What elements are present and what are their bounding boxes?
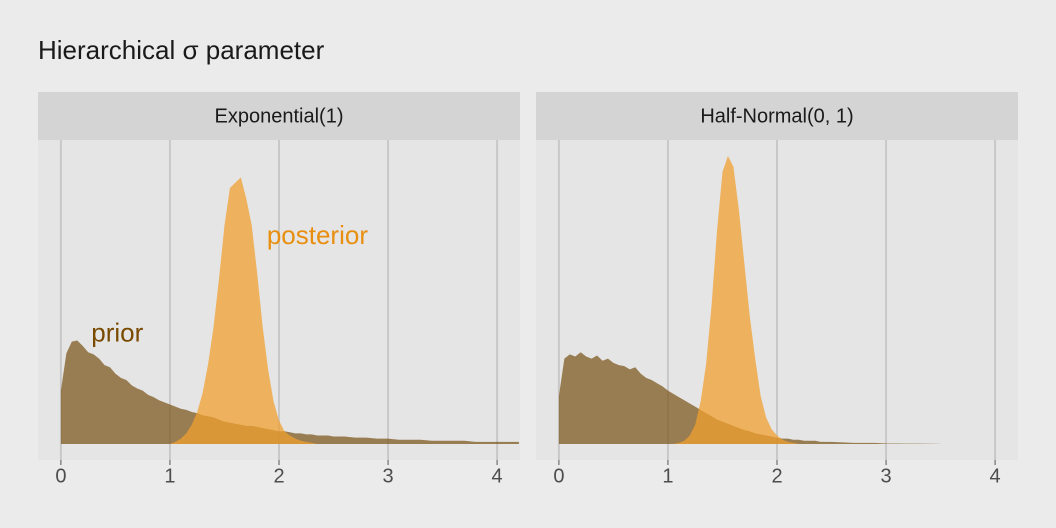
x-tick-label: 0: [55, 465, 66, 487]
chart-title: Hierarchical σ parameter: [38, 35, 325, 65]
x-tick-label: 4: [492, 465, 503, 487]
strip: [536, 92, 1018, 140]
x-tick-label: 3: [382, 465, 393, 487]
series-label: prior: [91, 317, 143, 347]
plot: [60, 177, 519, 445]
x-tick-label: 1: [164, 465, 175, 487]
x-tick-label: 0: [553, 465, 564, 487]
series-label: posterior: [267, 220, 368, 250]
density-area: [558, 352, 941, 444]
panel-title: Half-Normal(0, 1): [700, 105, 853, 127]
strip: [38, 92, 520, 140]
x-tick-label: 1: [662, 465, 673, 487]
density-area: [60, 340, 519, 444]
x-tick-label: 2: [273, 465, 284, 487]
x-tick-label: 3: [880, 465, 891, 487]
plot: [558, 156, 1017, 444]
x-tick-label: 2: [771, 465, 782, 487]
x-tick-label: 4: [990, 465, 1001, 487]
panel-title: Exponential(1): [215, 105, 344, 127]
